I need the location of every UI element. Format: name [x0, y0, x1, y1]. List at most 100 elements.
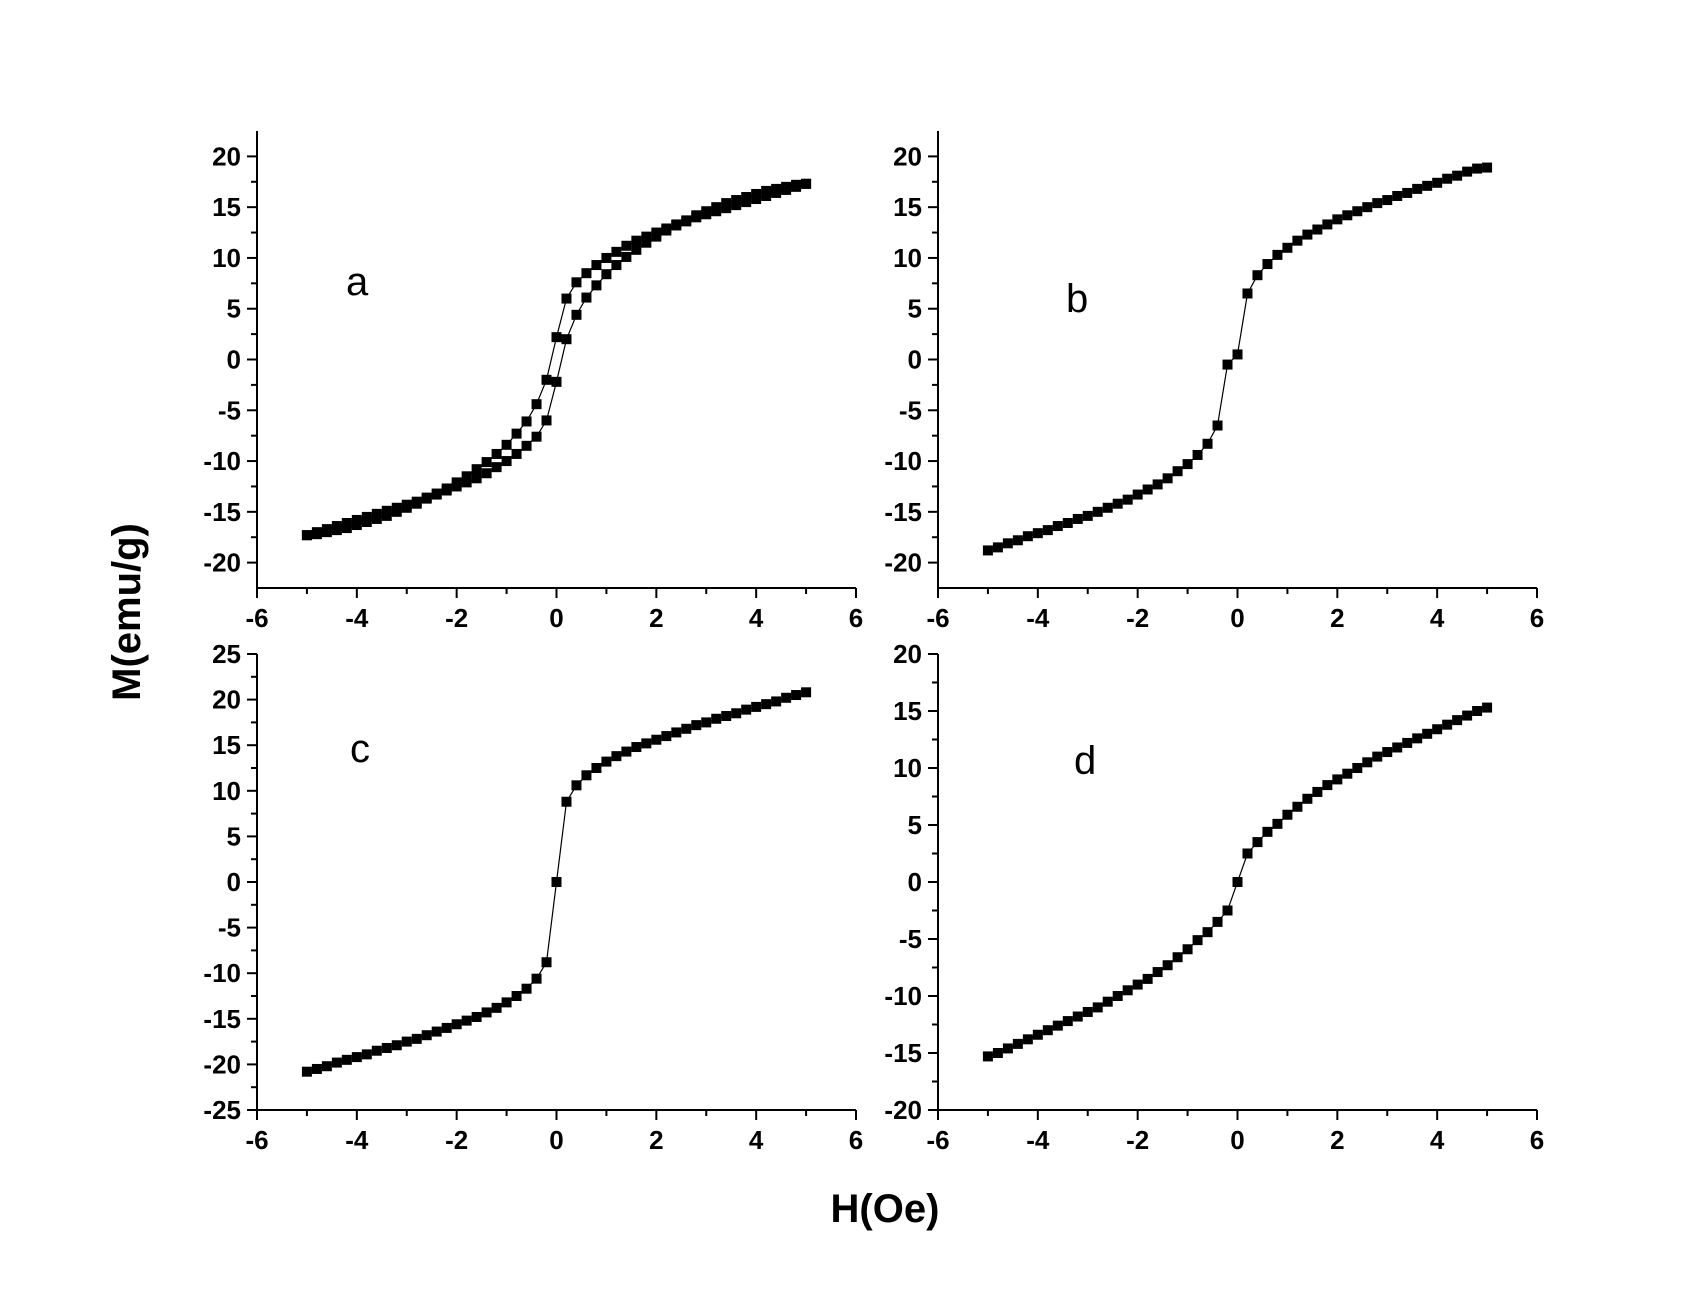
data-point: [1442, 719, 1453, 730]
data-point: [1392, 742, 1403, 753]
data-point: [681, 723, 692, 734]
y-tick-label: 5: [227, 294, 241, 324]
y-tick-label: -10: [203, 958, 241, 988]
data-point: [992, 542, 1003, 553]
y-tick-label: -5: [899, 395, 922, 425]
x-tick-label: 4: [1430, 1125, 1445, 1155]
data-point: [681, 215, 692, 226]
data-point: [511, 448, 522, 459]
y-tick-label: 5: [908, 294, 922, 324]
data-point: [1192, 449, 1203, 460]
data-point: [801, 178, 812, 189]
y-tick-label: 10: [893, 753, 922, 783]
x-tick-label: -4: [345, 1125, 369, 1155]
x-tick-label: -4: [1026, 1125, 1050, 1155]
data-point: [331, 521, 342, 532]
data-point: [1062, 518, 1073, 529]
data-point: [1042, 1025, 1053, 1036]
y-tick-label: -10: [203, 446, 241, 476]
data-point: [721, 203, 732, 214]
data-point: [1392, 190, 1403, 201]
data-point: [351, 514, 362, 525]
data-point: [511, 428, 522, 439]
y-tick-label: -20: [884, 548, 922, 578]
data-point: [521, 416, 532, 427]
data-point: [771, 183, 782, 194]
data-point: [1412, 183, 1423, 194]
data-point: [1442, 173, 1453, 184]
data-point: [1462, 710, 1473, 721]
data-point: [1432, 177, 1443, 188]
data-point: [381, 505, 392, 516]
data-point: [1352, 763, 1363, 773]
data-point: [381, 510, 392, 521]
data-point: [581, 770, 592, 781]
x-tick-label: 2: [649, 603, 663, 633]
data-point: [591, 260, 602, 271]
data-point: [1312, 224, 1323, 235]
data-point: [651, 231, 662, 242]
data-point: [1292, 801, 1303, 812]
data-point: [1352, 206, 1363, 217]
y-tick-label: -20: [884, 1095, 922, 1125]
data-point: [1402, 737, 1413, 748]
data-point: [601, 252, 612, 263]
data-point: [571, 277, 582, 288]
data-point: [721, 711, 732, 722]
data-point: [1162, 960, 1173, 971]
data-point: [1452, 715, 1463, 726]
data-point: [571, 780, 582, 791]
y-tick-label: 0: [227, 867, 241, 897]
data-point: [301, 1066, 312, 1077]
data-point: [671, 220, 682, 231]
data-point: [521, 440, 532, 451]
series-line: [306, 183, 807, 536]
y-tick-label: -15: [203, 1004, 241, 1034]
data-point: [1152, 479, 1163, 490]
data-point: [1242, 848, 1253, 859]
series-line: [306, 183, 807, 536]
data-point: [771, 696, 782, 707]
data-point: [641, 231, 652, 242]
data-point: [1382, 195, 1393, 206]
y-tick-label: -10: [884, 446, 922, 476]
data-point: [371, 508, 382, 519]
y-tick-label: -25: [203, 1095, 241, 1125]
data-point: [351, 1052, 362, 1063]
data-point: [751, 188, 762, 199]
data-point: [1402, 187, 1413, 198]
x-tick-label: 0: [1230, 1125, 1244, 1155]
data-point: [561, 293, 572, 304]
x-tick-label: -2: [445, 1125, 468, 1155]
data-point: [1302, 229, 1313, 240]
y-tick-label: 0: [908, 867, 922, 897]
data-point: [1172, 952, 1183, 963]
data-point: [1482, 162, 1493, 173]
data-point: [621, 251, 632, 262]
data-point: [1182, 459, 1193, 470]
data-point: [451, 1019, 462, 1030]
y-tick-label: -5: [218, 395, 241, 425]
panel-label-a: a: [346, 260, 369, 304]
y-tick-label: 5: [227, 821, 241, 851]
data-point: [751, 701, 762, 712]
data-point: [471, 473, 482, 484]
data-point: [1112, 991, 1123, 1001]
data-point: [1222, 359, 1233, 370]
data-point: [1292, 235, 1303, 246]
data-point: [661, 225, 672, 236]
data-point: [1152, 967, 1163, 978]
data-point: [781, 181, 792, 192]
data-point: [1092, 506, 1103, 517]
data-point: [1162, 473, 1173, 484]
data-point: [301, 530, 312, 541]
y-tick-label: 15: [893, 696, 922, 726]
data-point: [1102, 502, 1113, 513]
data-point: [1182, 944, 1193, 955]
data-point: [1102, 996, 1113, 1007]
data-point: [1272, 818, 1283, 829]
